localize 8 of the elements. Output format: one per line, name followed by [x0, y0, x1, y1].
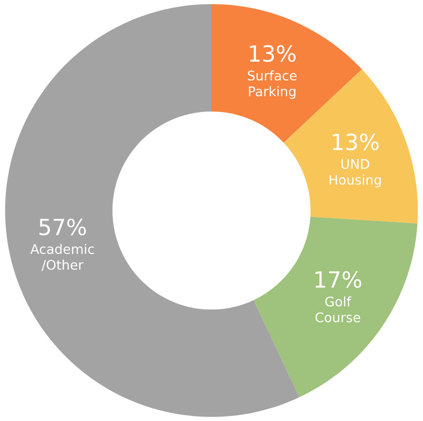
slice-label: Academic /Other: [30, 244, 94, 271]
slice-label: Surface Parking: [248, 70, 297, 99]
data-label: 13%: [332, 134, 379, 150]
data-label: 17%: [316, 271, 362, 288]
data-label: 13%: [250, 45, 296, 62]
data-label: 57%: [39, 218, 86, 236]
slice-label: UND Housing: [330, 159, 381, 188]
slice-label: Golf Course: [316, 296, 360, 322]
